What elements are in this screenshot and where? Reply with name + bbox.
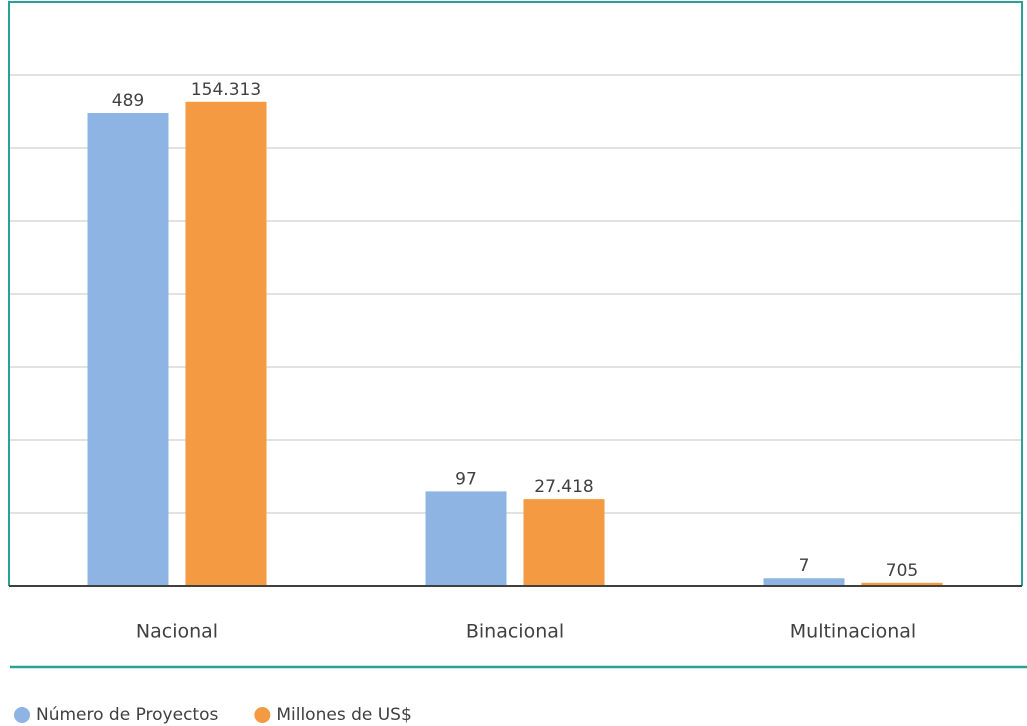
legend-label: Número de Proyectos — [36, 705, 218, 725]
data-label: 705 — [886, 561, 918, 581]
bar — [523, 499, 605, 585]
frame — [8, 1, 1023, 586]
legend-swatch — [14, 707, 30, 723]
bar — [425, 491, 507, 585]
x-tick-label: Nacional — [136, 621, 218, 643]
x-tick-label: Multinacional — [790, 621, 916, 643]
data-label: 7 — [799, 556, 810, 576]
data-label: 489 — [112, 91, 144, 111]
data-label: 97 — [455, 469, 477, 489]
legend-label: Millones de US$ — [276, 705, 411, 725]
x-tick-label: Binacional — [466, 621, 564, 643]
data-label: 27.418 — [534, 477, 593, 497]
legend-swatch — [254, 707, 271, 723]
data-label: 154.313 — [191, 80, 261, 100]
bar — [763, 578, 845, 585]
bar — [87, 112, 169, 585]
bar — [861, 582, 943, 585]
grid — [8, 74, 1022, 514]
bar — [185, 101, 267, 586]
